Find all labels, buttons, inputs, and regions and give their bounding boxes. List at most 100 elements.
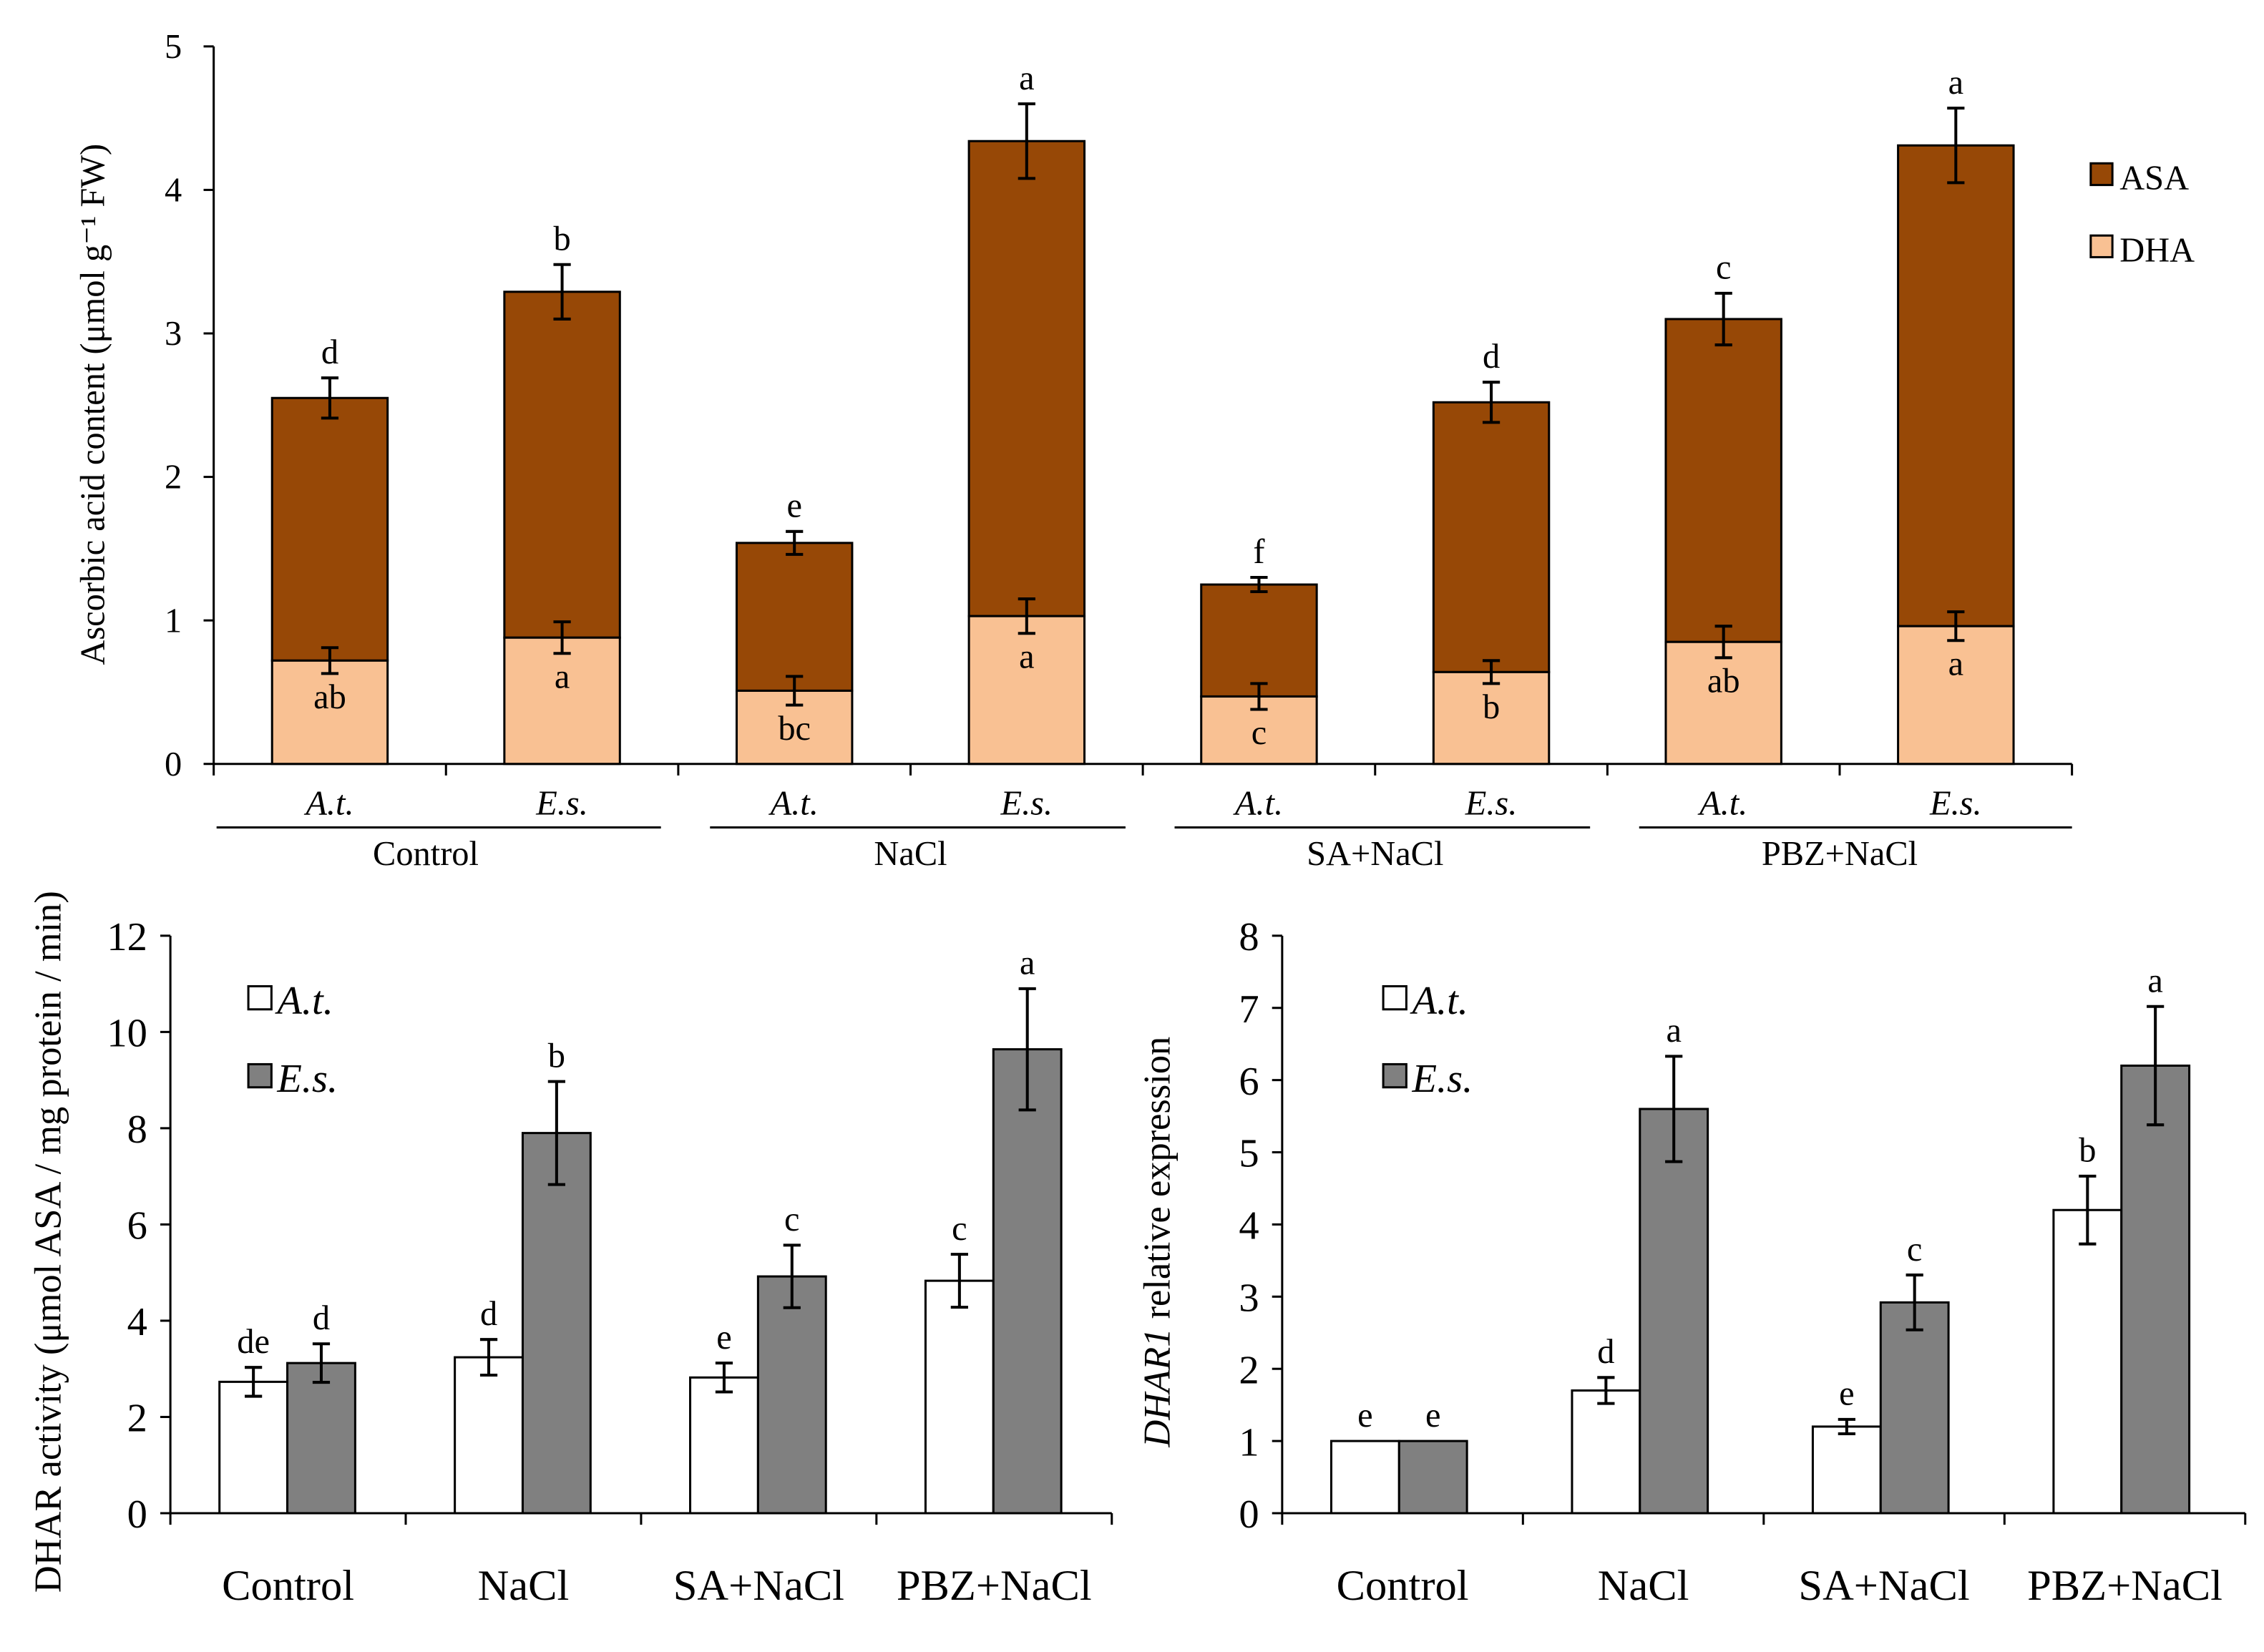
y-tick-label: 5	[165, 28, 182, 66]
x-category-label: PBZ+NaCl	[897, 1562, 1092, 1610]
y-tick-label: 3	[165, 315, 182, 353]
legend-swatch	[247, 1062, 273, 1089]
significance-letter: c	[952, 1210, 967, 1248]
y-tick-label: 4	[165, 172, 182, 210]
y-tick-label: 10	[107, 1012, 147, 1056]
dhar-activity-chart: 0 2 4 6 8 10 12 DHAR activity (μmol ASA / mg pr…	[28, 891, 1113, 1610]
legend: A.t. E.s.	[247, 979, 338, 1101]
y-axis-label-text: DHAR activity (μmol ASA / mg protein / m…	[28, 891, 69, 1593]
bar-asa	[967, 140, 1086, 617]
significance-letter: b	[2079, 1132, 2096, 1170]
y-tick-label: 1	[1239, 1420, 1259, 1465]
bar-at	[2052, 1208, 2123, 1515]
significance-letter: b	[548, 1037, 565, 1075]
legend-label: ASA	[2119, 160, 2189, 197]
x-category-label: E.s.	[1929, 784, 1982, 822]
significance-letter: e	[1357, 1397, 1372, 1434]
asa-significance-letter: a	[1019, 59, 1035, 97]
legend-label: DHA	[2119, 232, 2195, 270]
y-tick-label: 12	[107, 915, 147, 959]
x-category-label: SA+NaCl	[1798, 1562, 1969, 1610]
bar-es	[756, 1275, 827, 1515]
asa-significance-letter: d	[1483, 338, 1500, 376]
legend-label: E.s.	[1411, 1057, 1473, 1101]
bar-es	[1879, 1301, 1950, 1515]
significance-letter: e	[1425, 1397, 1441, 1434]
y-tick-label: 2	[165, 459, 182, 497]
legend-label: A.t.	[274, 979, 333, 1023]
legend: A.t. E.s.	[1382, 979, 1473, 1101]
asa-significance-letter: a	[1948, 64, 1964, 102]
y-tick-label: 6	[1239, 1060, 1259, 1104]
group-label: PBZ+NaCl	[1762, 835, 1918, 873]
bar-es	[521, 1132, 592, 1515]
significance-letter: de	[237, 1323, 270, 1361]
asa-significance-letter: d	[321, 333, 338, 371]
asa-significance-letter: e	[786, 487, 802, 525]
legend-swatch	[247, 984, 273, 1011]
bar-dha	[1897, 625, 2015, 766]
legend-swatch	[1382, 984, 1407, 1011]
asa-significance-letter: b	[553, 220, 570, 258]
bar-es	[1397, 1440, 1468, 1515]
significance-letter: e	[716, 1319, 732, 1357]
asa-significance-letter: c	[1716, 249, 1732, 287]
y-axis-label: Ascorbic acid content (μmol g⁻¹ FW)	[74, 144, 112, 665]
bar-asa	[270, 396, 389, 662]
ascorbic-acid-chart: 0 1 2 3 4 5 Ascorbic acid content (μmol g⁻¹ FW…	[74, 28, 2195, 873]
significance-letter: c	[1907, 1231, 1923, 1269]
bar-asa	[503, 290, 621, 639]
bar-dha	[1200, 695, 1318, 766]
x-category-label: NaCl	[478, 1562, 570, 1610]
y-tick-label: 1	[165, 602, 182, 640]
bar-es	[2120, 1064, 2191, 1515]
y-tick-label: 0	[127, 1492, 147, 1537]
y-tick-label: 6	[127, 1204, 147, 1248]
bar-asa	[735, 542, 854, 692]
bar-es	[1639, 1108, 1709, 1515]
y-axis-label-text: relative expression	[1136, 1037, 1178, 1329]
legend-swatch	[1382, 1062, 1407, 1089]
y-tick-label: 4	[1239, 1204, 1259, 1248]
significance-letter: a	[2147, 962, 2163, 1000]
x-category-label: Control	[1337, 1562, 1469, 1610]
bar-es	[992, 1048, 1063, 1515]
bar-asa	[1664, 318, 1782, 643]
y-tick-label: 0	[1239, 1492, 1259, 1537]
y-tick-label: 3	[1239, 1276, 1259, 1321]
bar-at	[1811, 1425, 1882, 1515]
legend-label: E.s.	[276, 1057, 338, 1101]
bar-asa	[1897, 144, 2015, 627]
legend-swatch	[2089, 234, 2114, 258]
x-category-label: E.s.	[1465, 784, 1518, 822]
bar-dha	[1664, 640, 1782, 766]
x-category-label: NaCl	[1598, 1562, 1689, 1610]
y-tick-label: 2	[1239, 1348, 1259, 1392]
bar-asa	[1200, 583, 1318, 698]
dha-significance-letter: ab	[313, 678, 346, 716]
y-tick-label: 8	[127, 1108, 147, 1152]
y-tick-label: 5	[1239, 1132, 1259, 1176]
dhar1-expression-chart: 0 1 2 3 4 5 6 7 8 DHAR1 relative expression e e Cont…	[1136, 915, 2247, 1610]
x-category-label: A.t.	[303, 784, 353, 822]
group-label: Control	[373, 835, 479, 873]
significance-letter: d	[1597, 1333, 1614, 1371]
x-category-label: Control	[222, 1562, 354, 1610]
significance-letter: a	[1020, 944, 1035, 982]
significance-letter: d	[313, 1299, 330, 1337]
x-category-label: A.t.	[1233, 784, 1283, 822]
x-category-label: E.s.	[535, 784, 588, 822]
x-category-label: A.t.	[769, 784, 819, 822]
y-tick-label: 0	[165, 746, 182, 783]
y-tick-label: 7	[1239, 987, 1259, 1032]
legend-swatch	[2089, 162, 2114, 187]
y-axis-label: DHAR1 relative expression	[1136, 1037, 1178, 1448]
y-tick-label: 4	[127, 1300, 147, 1344]
bar-dha	[967, 615, 1086, 766]
bar-at	[454, 1356, 524, 1515]
bar-dha	[503, 636, 621, 766]
significance-letter: d	[480, 1295, 497, 1333]
dha-significance-letter: bc	[778, 710, 811, 748]
dha-significance-letter: c	[1251, 714, 1267, 752]
x-category-label: SA+NaCl	[673, 1562, 844, 1610]
